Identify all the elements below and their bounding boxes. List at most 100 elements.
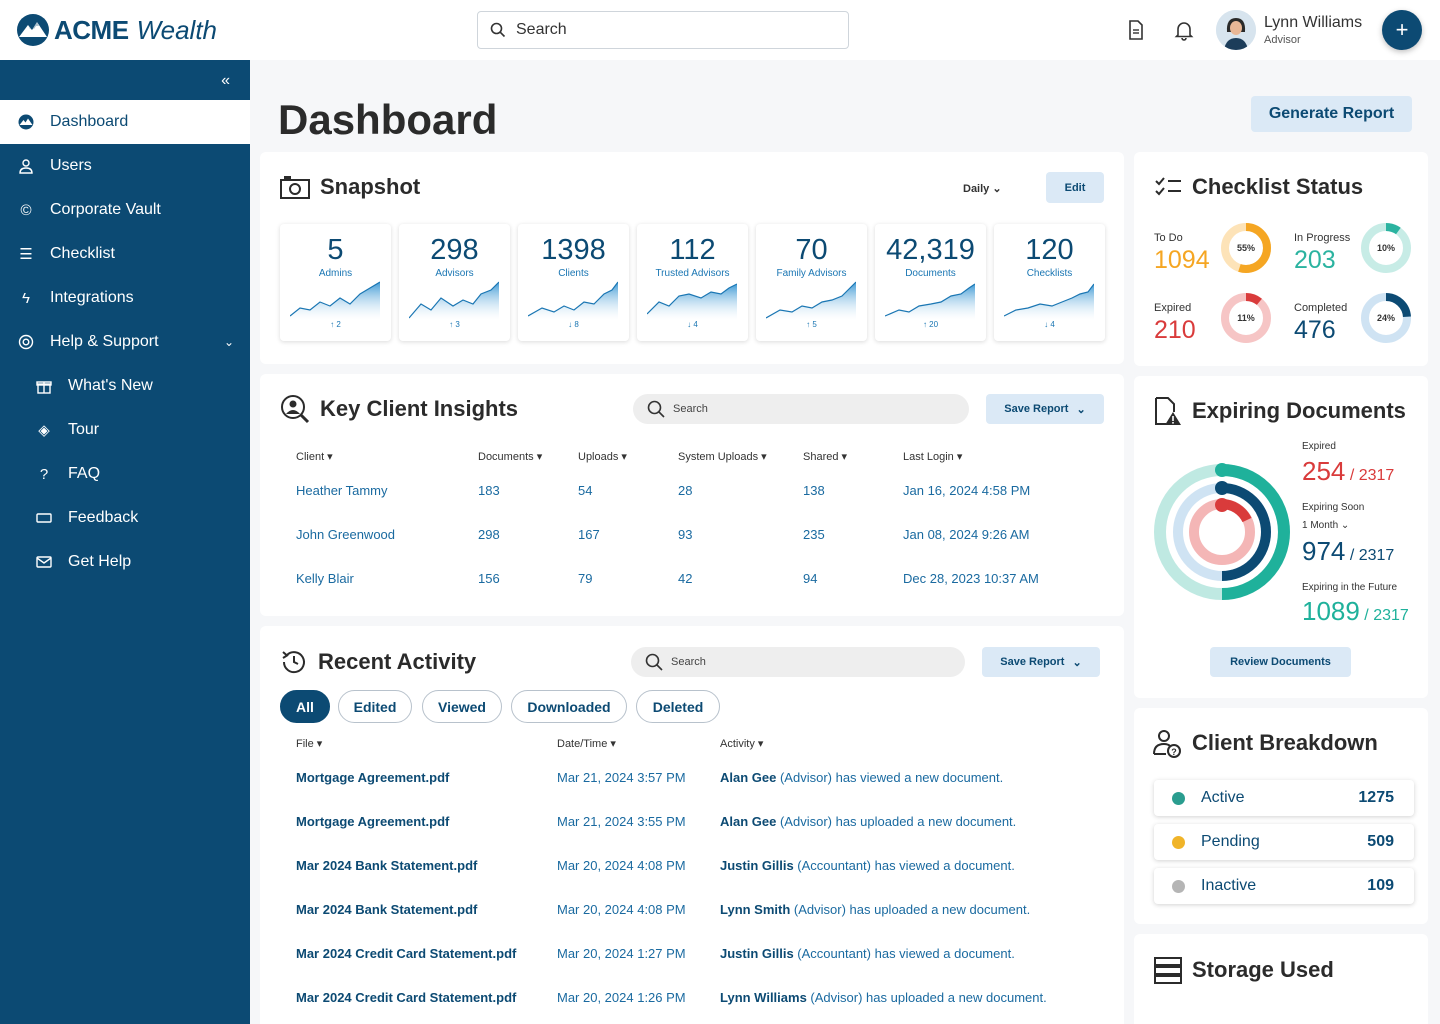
column-header[interactable]: Documents ▾ [478,450,542,463]
snapshot-tile[interactable]: 120Checklists↓ 4 [994,224,1105,341]
activity-actor[interactable]: Alan Gee [720,770,776,785]
global-search-input[interactable]: Search [477,11,849,49]
sidebar-item-get-help[interactable]: Get Help [0,540,250,584]
sidebar-item-feedback[interactable]: Feedback [0,496,250,540]
filter-chip-downloaded[interactable]: Downloaded [511,690,627,723]
insights-title: Key Client Insights [280,394,518,424]
activity-actor[interactable]: Lynn Williams [720,990,807,1005]
search-icon [490,22,506,38]
snapshot-tile[interactable]: 112Trusted Advisors↓ 4 [637,224,748,341]
activity-title-text: Recent Activity [318,649,476,675]
sidebar-item-checklist[interactable]: ☰ Checklist [0,232,250,276]
future-label: Expiring in the Future [1302,582,1397,593]
breakdown-row-pending[interactable]: Pending509 [1154,824,1414,860]
generate-report-button[interactable]: Generate Report [1251,96,1412,132]
save-report-button[interactable]: Save Report⌄ [982,647,1100,677]
column-header[interactable]: Uploads ▾ [578,450,627,463]
status-dot-icon [1172,880,1185,893]
snapshot-label: Documents [875,268,986,279]
review-documents-button[interactable]: Review Documents [1210,647,1351,677]
table-cell: 93 [678,527,692,542]
filter-chip-edited[interactable]: Edited [338,690,412,723]
sidebar-item-corporate-vault[interactable]: © Corporate Vault [0,188,250,232]
sidebar-item-users[interactable]: Users [0,144,250,188]
checklist-label: Completed [1294,302,1347,314]
avatar [1216,10,1256,50]
insights-search-input[interactable]: Search [633,394,969,424]
breakdown-value: 109 [1367,877,1394,895]
column-header[interactable]: Last Login ▾ [903,450,962,463]
soon-period-select[interactable]: 1 Month ⌄ [1302,520,1349,531]
activity-actor[interactable]: Lynn Smith [720,902,790,917]
sidebar-item-dashboard[interactable]: Dashboard [0,100,250,144]
column-header[interactable]: File ▾ [296,737,322,750]
file-link[interactable]: Mar 2024 Bank Statement.pdf [296,858,477,873]
sort-caret-icon: ▾ [755,738,764,750]
expiring-donut-chart [1152,462,1292,602]
sidebar-item-faq[interactable]: ? FAQ [0,452,250,496]
client-name-link[interactable]: John Greenwood [296,527,395,542]
column-header[interactable]: Shared ▾ [803,450,847,463]
breakdown-label: Inactive [1201,877,1256,895]
column-header[interactable]: Date/Time ▾ [557,737,616,750]
activity-actor[interactable]: Justin Gillis [720,858,794,873]
snapshot-label: Clients [518,268,629,279]
snapshot-tile[interactable]: 42,319Documents↑ 20 [875,224,986,341]
column-header-label: Date/Time [557,738,607,750]
save-report-label: Save Report [1004,403,1068,415]
snapshot-tile[interactable]: 5Admins↑ 2 [280,224,391,341]
activity-time: Mar 20, 2024 4:08 PM [557,902,686,917]
bell-icon[interactable] [1172,18,1196,42]
activity-actor[interactable]: Alan Gee [720,814,776,829]
sparkline-chart [528,280,618,320]
edit-button[interactable]: Edit [1046,172,1104,203]
filter-chip-all[interactable]: All [280,690,330,723]
mountain-icon [18,114,34,130]
snapshot-tile[interactable]: 1398Clients↓ 8 [518,224,629,341]
file-link[interactable]: Mortgage Agreement.pdf [296,814,449,829]
sparkline-area [766,282,856,320]
document-icon[interactable] [1124,18,1148,42]
file-link[interactable]: Mortgage Agreement.pdf [296,770,449,785]
mail-icon [36,554,52,570]
column-header[interactable]: Activity ▾ [720,737,763,750]
copyright-icon: © [18,202,34,219]
save-report-button[interactable]: Save Report⌄ [986,394,1104,424]
user-menu[interactable]: Lynn Williams Advisor [1216,10,1362,50]
breakdown-title: ? Client Breakdown [1152,728,1378,758]
filter-chip-viewed[interactable]: Viewed [422,690,502,723]
snapshot-tile[interactable]: 298Advisors↑ 3 [399,224,510,341]
filter-chip-deleted[interactable]: Deleted [636,690,720,723]
activity-search-input[interactable]: Search [631,647,965,677]
column-header[interactable]: Client ▾ [296,450,333,463]
sort-caret-icon: ▾ [314,738,323,750]
breakdown-row-inactive[interactable]: Inactive 109 [1154,868,1414,904]
add-button[interactable]: + [1382,10,1422,50]
snapshot-tile[interactable]: 70Family Advisors↑ 5 [756,224,867,341]
brand-name: ACME [54,15,129,46]
sidebar-item-integrations[interactable]: ϟ Integrations [0,276,250,320]
activity-actor[interactable]: Justin Gillis [720,946,794,961]
column-header-label: Documents [478,451,534,463]
question-icon: ? [36,466,52,483]
insights-title-text: Key Client Insights [320,396,518,422]
table-cell: 94 [803,571,817,586]
expiring-title-text: Expiring Documents [1192,398,1406,424]
column-header[interactable]: System Uploads ▾ [678,450,767,463]
chevron-down-icon: ⌄ [1072,656,1081,669]
sidebar-item-whats-new[interactable]: What's New [0,364,250,408]
brand-logo[interactable]: ACME Wealth [16,12,217,48]
sidebar-item-help-support[interactable]: Help & Support ⌄ [0,320,250,364]
file-link[interactable]: Mar 2024 Credit Card Statement.pdf [296,990,516,1005]
expired-count: 254 / 2317 [1302,456,1394,487]
period-select[interactable]: Daily ⌄ [963,182,1002,195]
file-link[interactable]: Mar 2024 Credit Card Statement.pdf [296,946,516,961]
checklist-label: In Progress [1294,232,1350,244]
snapshot-title-text: Snapshot [320,174,420,200]
breakdown-row-active[interactable]: Active1275 [1154,780,1414,816]
sidebar-item-tour[interactable]: ◈ Tour [0,408,250,452]
client-name-link[interactable]: Kelly Blair [296,571,354,586]
file-link[interactable]: Mar 2024 Bank Statement.pdf [296,902,477,917]
collapse-sidebar-icon[interactable]: « [221,72,230,90]
client-name-link[interactable]: Heather Tammy [296,483,388,498]
